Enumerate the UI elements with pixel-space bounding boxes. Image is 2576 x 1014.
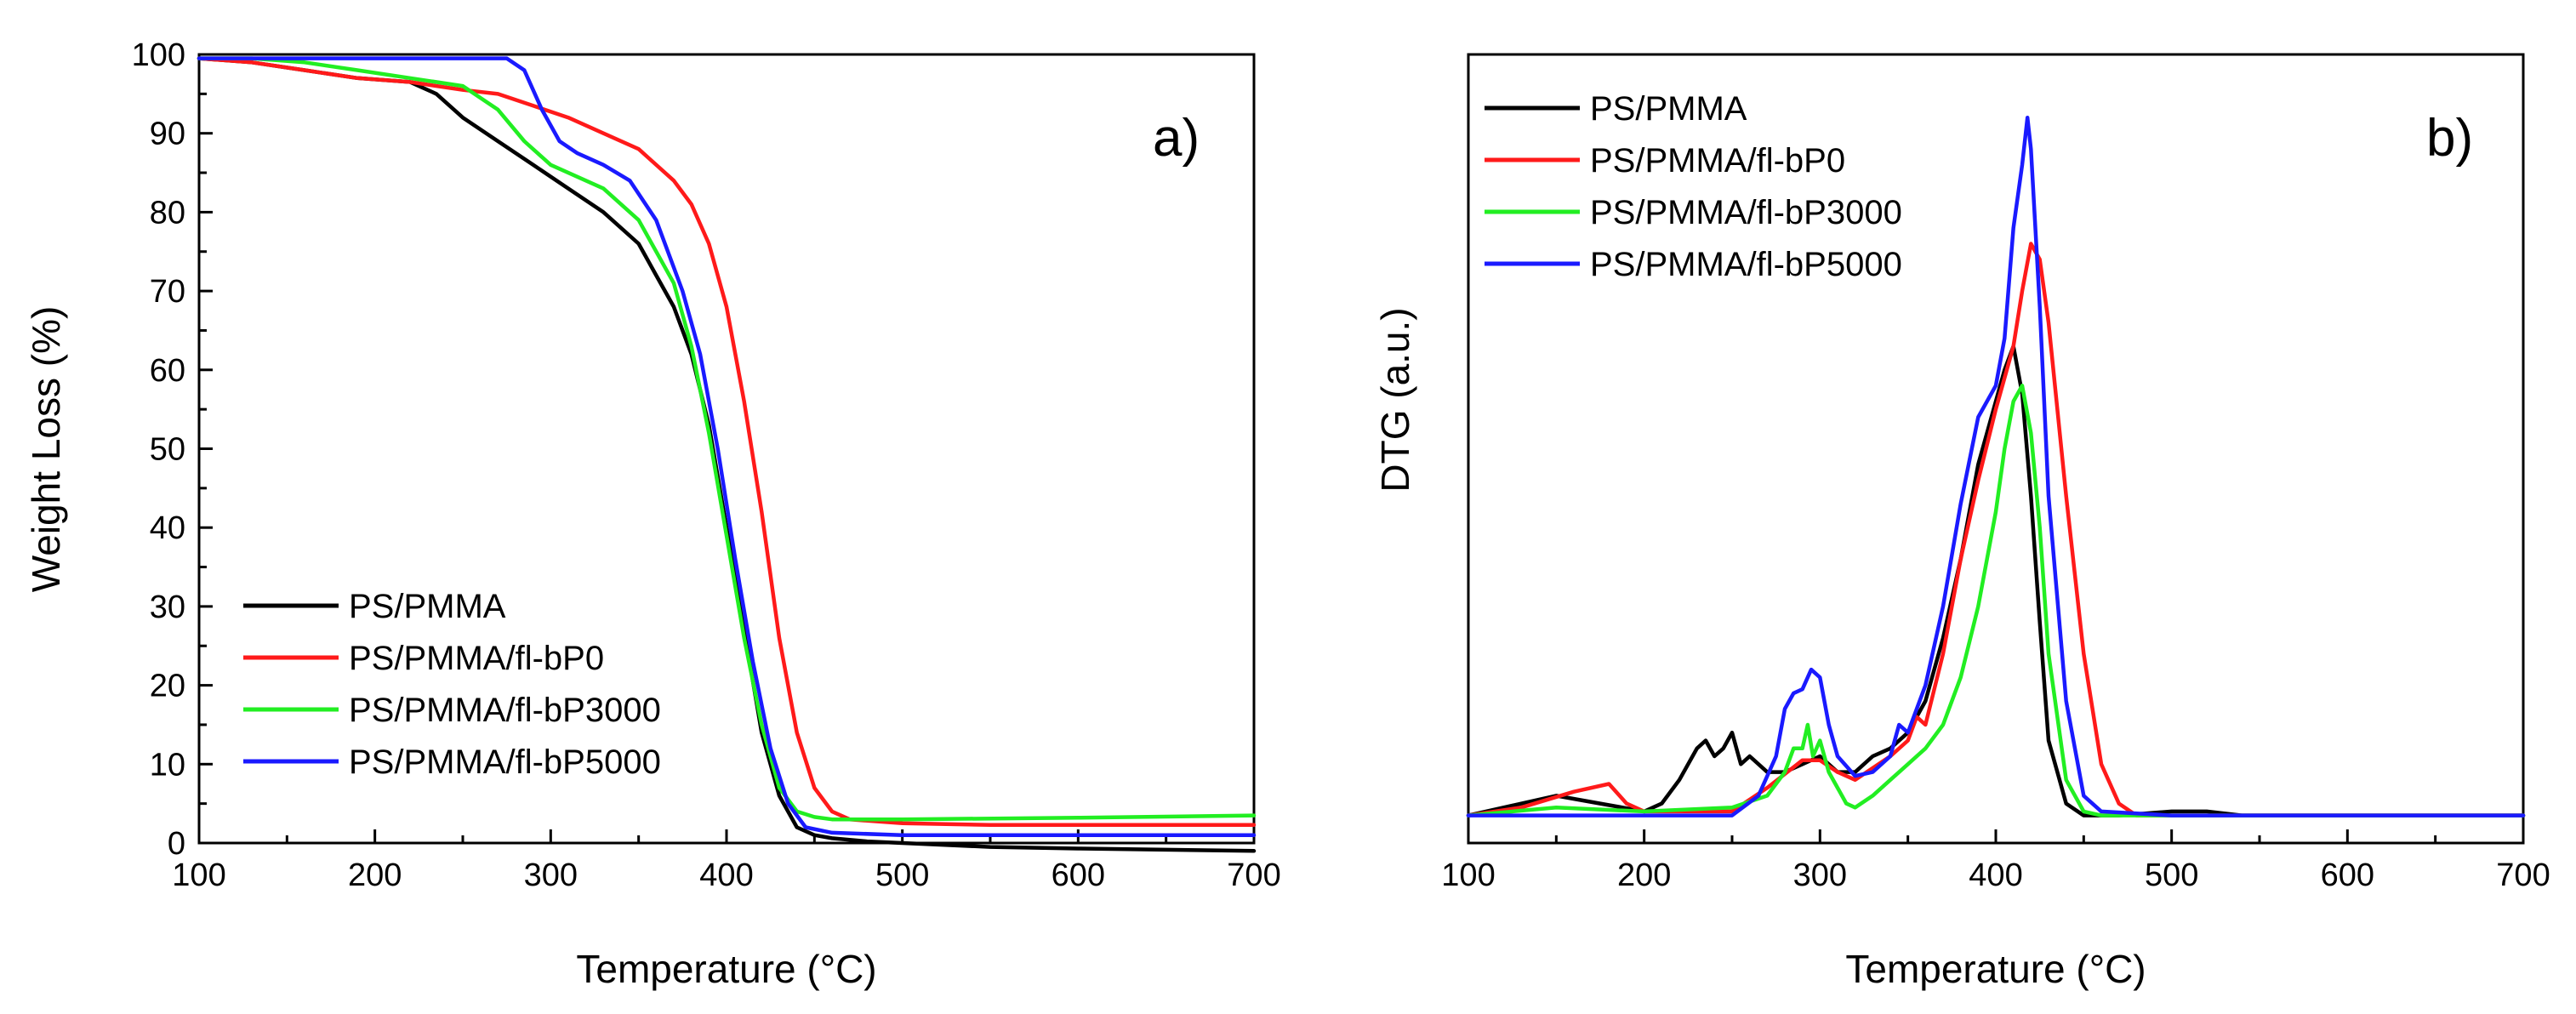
- chart-panel-a: 100 200 300 400 500 600 700 0 10 20 30 40 50 60 70 80 90…: [24, 37, 1281, 991]
- y-tick-label-a: 40: [150, 510, 185, 546]
- x-tick-label-a: 700: [1227, 857, 1280, 893]
- y-tick-label-a: 90: [150, 117, 185, 152]
- series-group-b: [1466, 115, 2526, 817]
- y-tick-label-a: 80: [150, 195, 185, 231]
- y-tick-label-a: 10: [150, 747, 185, 783]
- x-tick-label-b: 300: [1793, 857, 1847, 893]
- y-tick-label-a: 30: [150, 590, 185, 625]
- y-tick-label-a: 50: [150, 432, 185, 468]
- panel-label-b: b): [2426, 109, 2473, 168]
- legend-label-ps-pmma-b: PS/PMMA: [1590, 90, 1747, 128]
- y-axis-title-b: DTG (a.u.): [1373, 307, 1417, 492]
- series-line-ps-pmma-fl-bp5000-b: [1466, 115, 2526, 817]
- x-tick-label-a: 500: [875, 857, 929, 893]
- x-tick-label-b: 400: [1969, 857, 2022, 893]
- x-tick-label-b: 700: [2496, 857, 2550, 893]
- x-tick-label-a: 200: [348, 857, 402, 893]
- x-tick-label-b: 100: [1441, 857, 1495, 893]
- series-line-ps-pmma-fl-bp3000-a: [197, 56, 1257, 822]
- legend-a: PS/PMMA PS/PMMA/fl-bP0 PS/PMMA/fl-bP3000…: [243, 588, 661, 781]
- y-tick-label-a: 100: [132, 37, 185, 73]
- series-line-ps-pmma-fl-bp5000-a: [197, 56, 1257, 837]
- legend-label-fl-bp0-b: PS/PMMA/fl-bP0: [1590, 142, 1845, 179]
- x-tick-label-a: 300: [524, 857, 578, 893]
- x-tick-label-a: 600: [1051, 857, 1105, 893]
- x-axis-title-a: Temperature (°C): [576, 947, 876, 991]
- y-tick-label-a: 20: [150, 669, 185, 704]
- series-group-a: [197, 56, 1257, 853]
- series-line-ps-pmma-b: [1466, 344, 2526, 817]
- legend-label-fl-bp3000-a: PS/PMMA/fl-bP3000: [349, 692, 661, 729]
- x-tick-label-a: 400: [699, 857, 753, 893]
- x-tick-label-b: 600: [2321, 857, 2374, 893]
- series-line-ps-pmma-a: [197, 56, 1257, 853]
- y-tick-label-a: 70: [150, 274, 185, 310]
- x-tick-label-a: 100: [172, 857, 225, 893]
- panel-label-a: a): [1153, 109, 1200, 168]
- legend-b: PS/PMMA PS/PMMA/fl-bP0 PS/PMMA/fl-bP3000…: [1485, 90, 1902, 283]
- legend-label-ps-pmma-a: PS/PMMA: [349, 588, 506, 625]
- tick-group-a: 100 200 300 400 500 600 700 0 10 20 30 40 50 60 70 80 90…: [132, 37, 1281, 893]
- legend-label-fl-bp3000-b: PS/PMMA/fl-bP3000: [1590, 194, 1902, 231]
- x-axis-title-b: Temperature (°C): [1845, 947, 2146, 991]
- y-axis-title-a: Weight Loss (%): [24, 306, 68, 593]
- x-tick-label-b: 200: [1617, 857, 1671, 893]
- series-line-ps-pmma-fl-bp3000-b: [1466, 384, 2526, 817]
- series-line-ps-pmma-fl-bp0-b: [1466, 242, 2526, 817]
- y-tick-label-a: 0: [168, 826, 185, 862]
- chart-panel-b: 100 200 300 400 500 600 700 b) Temperature (°C…: [1373, 53, 2550, 991]
- x-tick-label-b: 500: [2145, 857, 2198, 893]
- legend-label-fl-bp5000-a: PS/PMMA/fl-bP5000: [349, 743, 661, 781]
- legend-label-fl-bp5000-b: PS/PMMA/fl-bP5000: [1590, 246, 1902, 283]
- legend-label-fl-bp0-a: PS/PMMA/fl-bP0: [349, 640, 604, 677]
- tick-group-b: 100 200 300 400 500 600 700: [1441, 829, 2550, 893]
- y-tick-label-a: 60: [150, 353, 185, 389]
